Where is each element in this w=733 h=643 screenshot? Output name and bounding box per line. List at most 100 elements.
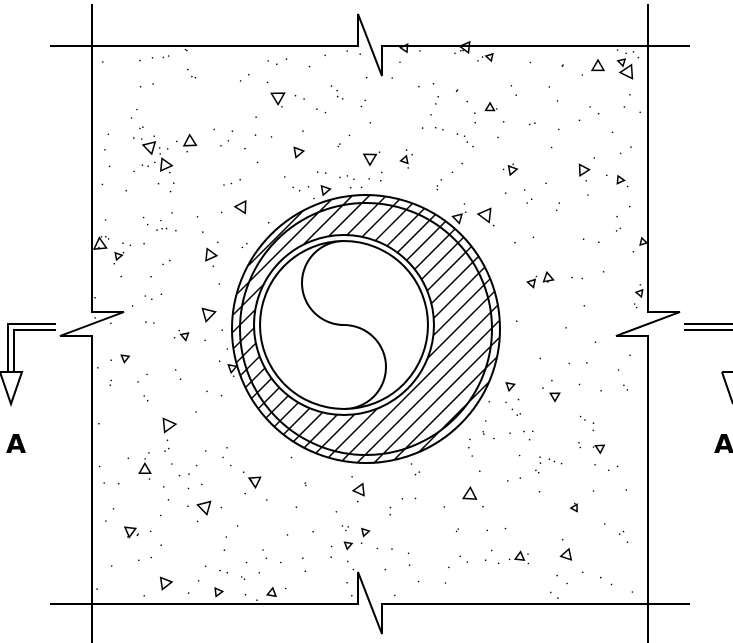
pipe-penetration — [231, 194, 501, 464]
aggregate-dot — [223, 549, 226, 551]
aggregate-dot — [469, 438, 471, 441]
aggregate-dot — [150, 275, 152, 278]
hatch-line — [232, 195, 471, 463]
aggregate-dot — [448, 566, 450, 569]
aggregate-dot — [267, 60, 270, 62]
aggregate-dot — [391, 548, 393, 550]
aggregate-triangle — [233, 199, 247, 215]
aggregate-dot — [222, 456, 224, 459]
aggregate-dot — [616, 215, 618, 218]
aggregate-dot — [206, 390, 208, 393]
aggregate-dot — [517, 398, 520, 401]
aggregate-dot — [248, 73, 250, 76]
aggregate-dot — [330, 85, 333, 87]
hatch-line — [273, 195, 500, 463]
aggregate-dot — [167, 447, 170, 450]
aggregate-dot — [483, 433, 485, 435]
aggregate-dot — [418, 85, 420, 88]
aggregate-triangle — [320, 184, 332, 197]
aggregate-triangle — [343, 541, 354, 551]
aggregate-dot — [408, 564, 411, 566]
aggregate-dot — [579, 446, 582, 449]
aggregate-dot — [527, 553, 529, 555]
right-edge-break-line — [615, 4, 681, 643]
aggregate-dot — [466, 141, 469, 143]
aggregate-triangle — [114, 251, 124, 262]
aggregate-dot — [592, 429, 595, 432]
aggregate-dot — [484, 559, 487, 561]
aggregate-dot — [509, 432, 511, 435]
aggregate-dot — [226, 571, 229, 574]
aggregate-triangle — [293, 146, 306, 159]
aggregate-dot — [285, 587, 287, 590]
aggregate-dot — [337, 145, 340, 148]
aggregate-dot — [162, 56, 165, 59]
aggregate-dot — [519, 477, 522, 479]
aggregate-dot — [454, 52, 456, 55]
aggregate-dot — [171, 212, 173, 214]
aggregate-dot — [130, 117, 133, 119]
aggregate-dot — [188, 473, 190, 475]
aggregate-dot — [619, 152, 622, 155]
aggregate-dot — [112, 508, 115, 510]
aggregate-dot — [578, 441, 580, 444]
aggregate-dot — [419, 50, 421, 52]
aggregate-dot — [171, 463, 173, 465]
aggregate-dot — [187, 505, 189, 508]
aggregate-dot — [242, 471, 245, 474]
aggregate-dot — [394, 594, 396, 597]
aggregate-dot — [399, 61, 401, 64]
aggregate-dot — [167, 55, 170, 57]
aggregate-dot — [108, 165, 111, 168]
aggregate-dot — [105, 520, 107, 522]
aggregate-dot — [462, 49, 464, 52]
aggregate-dot — [463, 135, 466, 137]
aggregate-dot — [107, 238, 110, 240]
aggregate-dot — [241, 246, 244, 249]
aggregate-dot — [461, 162, 464, 165]
aggregate-dot — [622, 530, 625, 533]
aggregate-dot — [151, 298, 153, 301]
aggregate-dot — [606, 174, 608, 177]
aggregate-dot — [139, 127, 141, 130]
aggregate-dot — [341, 525, 344, 527]
aggregate-dot — [532, 430, 534, 433]
aggregate-dot — [160, 219, 162, 222]
aggregate-dot — [625, 52, 627, 55]
aggregate-dot — [218, 283, 221, 285]
hatch-line — [358, 195, 500, 463]
aggregate-dot — [239, 178, 241, 181]
aggregate-dot — [631, 591, 634, 593]
aggregate-dot — [151, 57, 154, 59]
aggregate-dot — [262, 549, 264, 551]
aggregate-dot — [583, 305, 586, 307]
aggregate-dot — [138, 559, 140, 562]
aggregate-dot — [154, 161, 156, 164]
aggregate-dot — [488, 401, 491, 403]
aggregate-dot — [139, 59, 141, 62]
aggregate-triangle — [120, 354, 131, 364]
aggregate-dot — [169, 190, 172, 193]
aggregate-dot — [639, 111, 641, 114]
aggregate-dot — [110, 322, 112, 325]
aggregate-dot — [581, 277, 584, 280]
aggregate-dot — [486, 529, 489, 532]
aggregate-dot — [143, 595, 145, 597]
aggregate-dot — [232, 375, 235, 378]
aggregate-dot — [496, 108, 498, 110]
aggregate-dot — [243, 578, 246, 580]
aggregate-dot — [629, 354, 631, 357]
aggregate-dot — [258, 572, 261, 574]
aggregate-dot — [557, 597, 559, 599]
hatch-line — [341, 195, 500, 463]
aggregate-dot — [523, 189, 526, 191]
aggregate-dot — [195, 411, 197, 413]
aggregate-dot — [346, 582, 348, 584]
aggregate-dot — [312, 530, 314, 533]
aggregate-dot — [538, 490, 541, 493]
aggregate-triangle — [141, 140, 157, 156]
aggregate-dot — [584, 419, 586, 421]
aggregate-dot — [131, 305, 134, 307]
hatch-line — [392, 195, 500, 463]
aggregate-dot — [548, 86, 551, 88]
